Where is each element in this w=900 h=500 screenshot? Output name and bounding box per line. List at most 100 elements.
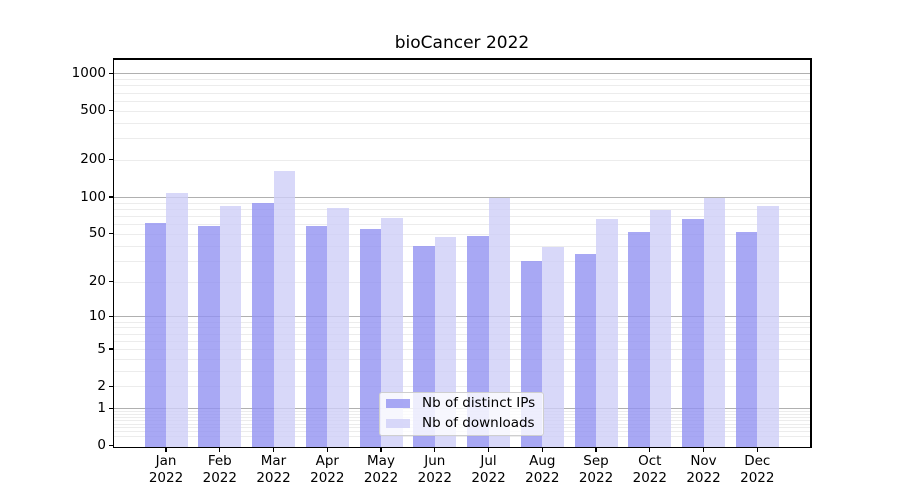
legend-swatch-distinct-ips [386,398,410,409]
gridline-minor [114,340,810,342]
gridline-minor [114,233,810,235]
x-tick-label: Sep 2022 [578,453,614,486]
x-tick-label: Nov 2022 [686,453,721,486]
y-tick-mark [109,444,114,447]
bar-distinct-ips [252,202,274,448]
bar-downloads [219,205,242,448]
gridline-minor [114,202,810,204]
gridline-minor [114,122,810,124]
y-tick-mark [109,196,114,198]
axis-spine-right [810,58,812,449]
gridline-minor [114,245,810,247]
y-tick-mark [109,315,114,317]
y-tick-label: 200 [80,151,106,168]
bar-downloads [703,197,725,448]
legend-swatch-downloads [386,418,410,429]
y-tick-label: 1 [97,399,106,416]
x-tick-mark [702,448,705,453]
gridline-minor [114,79,810,81]
x-tick-mark [380,448,382,453]
x-tick-label: Dec 2022 [740,453,775,486]
x-tick-label: Jul 2022 [471,453,506,486]
axis-spine-bottom [112,446,812,449]
bar-distinct-ips [144,223,166,448]
bar-downloads [757,205,779,448]
gridline-minor [114,358,810,360]
x-tick-label: Oct 2022 [632,453,667,486]
gridline-minor [114,224,810,226]
y-tick-mark [109,110,114,112]
x-tick-label: Mar 2022 [256,453,291,486]
bar-distinct-ips [305,225,328,448]
y-tick-label: 10 [88,307,106,324]
gridline-minor [114,138,810,140]
gridline-minor [114,333,810,335]
y-tick-mark [109,385,114,387]
gridline-minor [114,386,810,388]
bar-downloads [166,192,188,448]
gridline-major [114,316,810,318]
x-tick-label: Apr 2022 [310,453,345,486]
gridline-minor [114,100,810,102]
y-tick-label: 50 [88,225,106,242]
y-tick-mark [109,407,114,409]
bar-downloads [327,208,349,448]
x-tick-mark [326,448,328,453]
gridline-minor [114,159,810,161]
bar-downloads [649,210,672,448]
bar-downloads [381,217,403,448]
legend-entry-downloads: Nb of downloads [386,415,543,432]
x-tick-mark [756,448,758,453]
x-tick-label: Jun 2022 [417,453,452,486]
bar-downloads [488,197,510,448]
gridline-minor [114,435,810,437]
plot-area [114,60,810,448]
gridline-minor [114,281,810,283]
gridline-minor [114,370,810,372]
gridline-minor [114,215,810,217]
y-tick-label: 5 [97,340,106,357]
bar-downloads [596,219,618,448]
bar-distinct-ips [735,231,758,448]
x-tick-mark [649,448,651,453]
bar-distinct-ips [359,228,381,448]
gridline-minor [114,92,810,94]
legend-label-downloads: Nb of downloads [422,415,535,431]
gridline-minor [114,327,810,329]
gridline-minor [114,110,810,112]
y-tick-label: 2 [97,377,106,394]
gridline-minor [114,208,810,210]
x-tick-mark [272,448,275,453]
chart-title: bioCancer 2022 [394,33,530,53]
x-tick-mark [434,448,436,453]
axis-spine-top [112,58,812,60]
gridline-major [114,197,810,198]
y-tick-label: 20 [88,273,106,289]
x-tick-mark [165,448,167,453]
y-tick-mark [109,280,114,283]
x-tick-label: Feb 2022 [202,453,237,486]
y-tick-label: 1000 [71,64,106,81]
y-tick-label: 100 [80,188,106,205]
x-tick-mark [595,448,597,453]
gridline-major [114,73,810,75]
y-tick-mark [109,233,114,235]
y-tick-mark [109,72,114,74]
y-tick-label: 500 [80,102,106,119]
bar-downloads [273,171,295,448]
gridline-minor [114,321,810,323]
x-tick-label: Jan 2022 [148,453,184,486]
legend-entry-distinct-ips: Nb of distinct IPs [386,395,543,412]
bar-distinct-ips [574,254,596,448]
x-tick-mark [219,448,221,453]
bar-distinct-ips [198,225,220,448]
gridline-minor [114,349,810,350]
gridline-minor [114,260,810,262]
bar-downloads [542,246,564,448]
legend: Nb of distinct IPs Nb of downloads [379,391,544,436]
x-tick-label: May 2022 [363,453,399,486]
x-tick-mark [487,448,490,453]
gridline-minor [114,85,810,87]
y-tick-mark [109,348,114,350]
